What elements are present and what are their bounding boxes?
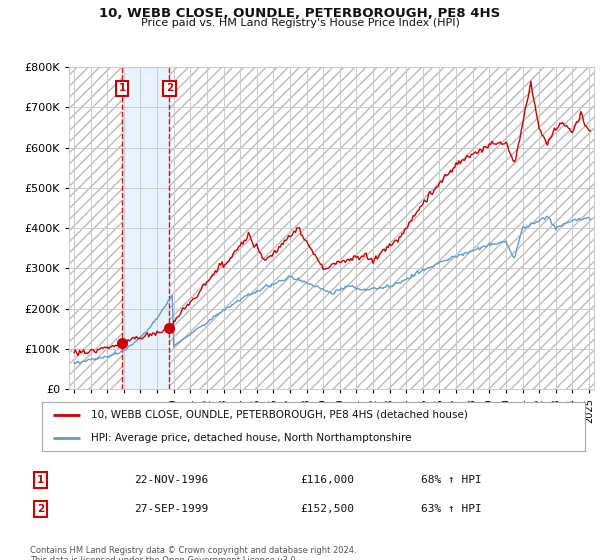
Text: 10, WEBB CLOSE, OUNDLE, PETERBOROUGH, PE8 4HS: 10, WEBB CLOSE, OUNDLE, PETERBOROUGH, PE… (100, 7, 500, 20)
Bar (69, 67, 122, 389)
Text: 1: 1 (118, 83, 126, 94)
Text: Price paid vs. HM Land Registry's House Price Index (HPI): Price paid vs. HM Land Registry's House … (140, 18, 460, 28)
Text: £116,000: £116,000 (300, 475, 354, 485)
Bar (169, 67, 594, 389)
Text: 68% ↑ HPI: 68% ↑ HPI (421, 475, 482, 485)
Text: 1: 1 (37, 475, 44, 485)
Text: £152,500: £152,500 (300, 504, 354, 514)
Bar (122, 67, 169, 389)
Text: 63% ↑ HPI: 63% ↑ HPI (421, 504, 482, 514)
Text: 27-SEP-1999: 27-SEP-1999 (134, 504, 209, 514)
Text: Contains HM Land Registry data © Crown copyright and database right 2024.
This d: Contains HM Land Registry data © Crown c… (30, 546, 356, 560)
Text: 22-NOV-1996: 22-NOV-1996 (134, 475, 209, 485)
Text: HPI: Average price, detached house, North Northamptonshire: HPI: Average price, detached house, Nort… (91, 433, 412, 444)
Text: 2: 2 (166, 83, 173, 94)
Text: 10, WEBB CLOSE, OUNDLE, PETERBOROUGH, PE8 4HS (detached house): 10, WEBB CLOSE, OUNDLE, PETERBOROUGH, PE… (91, 410, 468, 420)
Text: 2: 2 (37, 504, 44, 514)
